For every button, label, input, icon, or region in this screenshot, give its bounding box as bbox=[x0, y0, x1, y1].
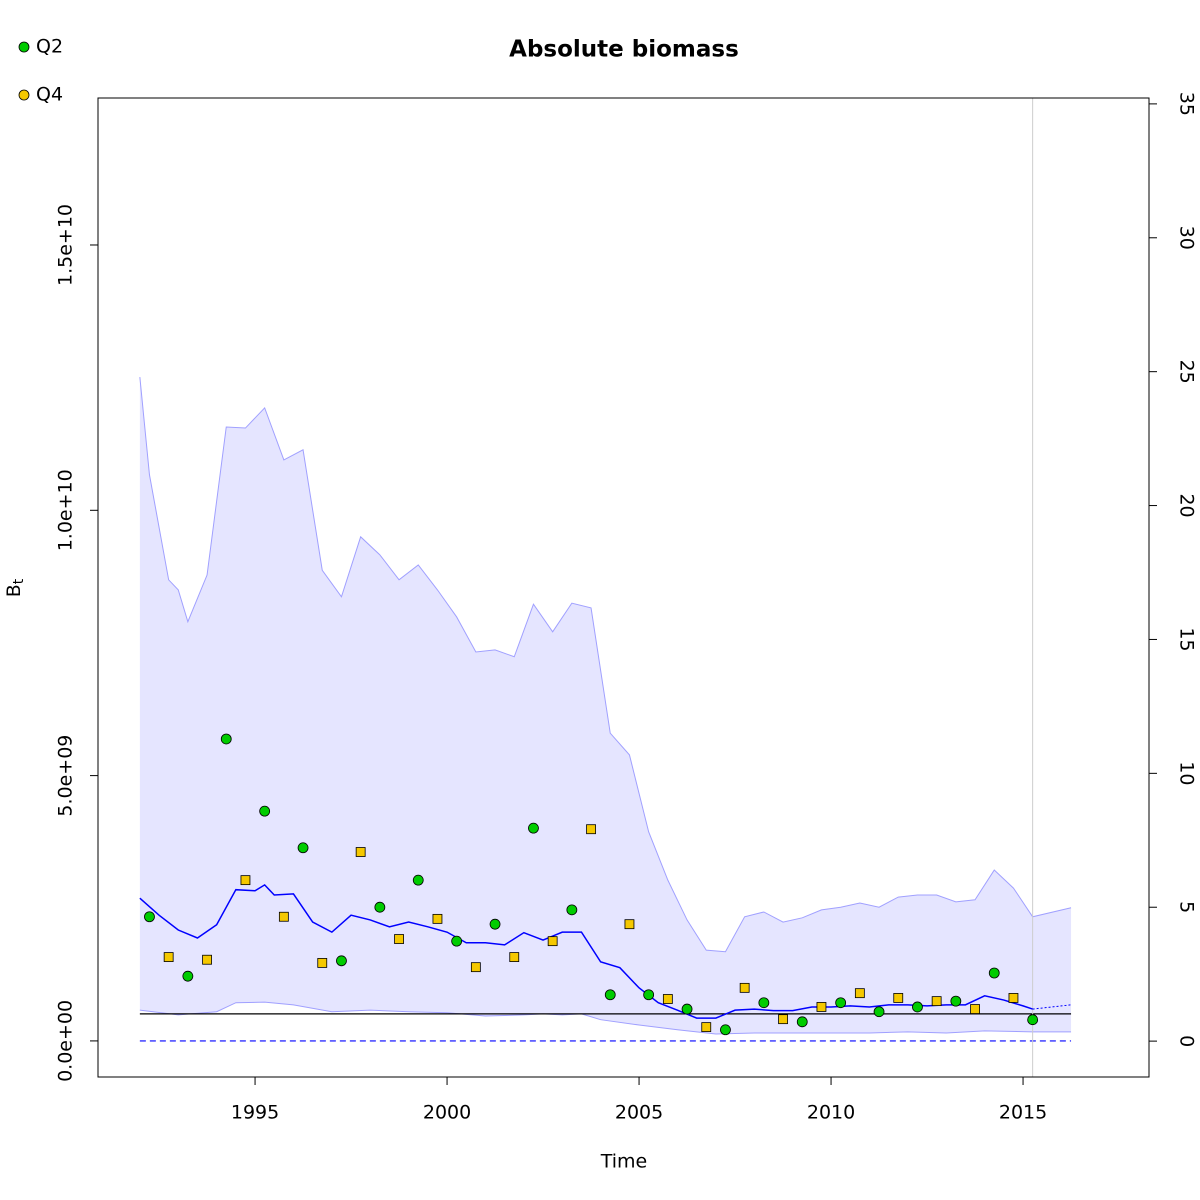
data-point bbox=[1027, 1014, 1039, 1026]
data-point bbox=[758, 997, 770, 1009]
y2-tick-label: 25 bbox=[1176, 360, 1198, 384]
ci-band bbox=[139, 377, 1072, 1035]
x-tick-label: 2015 bbox=[999, 1102, 1047, 1124]
data-point bbox=[509, 952, 520, 962]
data-point bbox=[604, 989, 616, 1001]
data-point bbox=[873, 1006, 885, 1018]
data-point bbox=[489, 918, 501, 930]
data-point bbox=[778, 1014, 788, 1025]
data-point bbox=[220, 733, 232, 745]
data-point bbox=[893, 993, 904, 1003]
data-point bbox=[586, 824, 596, 835]
data-point bbox=[912, 1001, 923, 1013]
data-point bbox=[259, 805, 271, 817]
data-point bbox=[624, 919, 635, 930]
y2-tick-label: 0 bbox=[1176, 1035, 1198, 1047]
y2-tick-label: 20 bbox=[1176, 493, 1198, 517]
data-point bbox=[931, 996, 942, 1007]
data-point bbox=[317, 958, 328, 968]
data-point bbox=[182, 970, 194, 982]
data-point bbox=[355, 847, 366, 857]
y2-tick-label: 35 bbox=[1176, 92, 1198, 116]
data-point bbox=[297, 842, 309, 854]
data-point bbox=[970, 1004, 980, 1014]
data-point bbox=[163, 952, 174, 962]
data-point bbox=[547, 936, 558, 947]
y-tick-label: 5.0e+09 bbox=[55, 735, 77, 817]
data-point bbox=[643, 989, 655, 1001]
estimate-line bbox=[139, 883, 1033, 1019]
data-point bbox=[412, 874, 424, 886]
data-point bbox=[432, 913, 443, 924]
data-point bbox=[278, 911, 289, 922]
data-point bbox=[988, 967, 1000, 979]
plot-frame bbox=[97, 97, 1150, 1078]
legend-label: Q2 bbox=[36, 36, 63, 58]
legend-label: Q4 bbox=[36, 84, 63, 106]
x-tick-label: 2010 bbox=[807, 1102, 855, 1124]
data-point bbox=[394, 934, 404, 944]
data-point bbox=[662, 994, 673, 1004]
data-point bbox=[739, 982, 750, 993]
data-point bbox=[374, 901, 386, 913]
y2-tick-label: 15 bbox=[1176, 627, 1198, 651]
forecast-line bbox=[1032, 1004, 1072, 1010]
data-point bbox=[202, 954, 212, 965]
data-point bbox=[470, 962, 481, 973]
legend-marker bbox=[18, 41, 30, 53]
data-point bbox=[835, 997, 847, 1009]
y-label-main: B bbox=[3, 584, 25, 597]
data-point bbox=[1008, 993, 1019, 1003]
x-tick-label: 2000 bbox=[423, 1102, 471, 1124]
data-point bbox=[816, 1002, 827, 1012]
y2-tick-label: 5 bbox=[1176, 901, 1198, 913]
y2-tick-label: 10 bbox=[1176, 761, 1198, 785]
y2-tick-label: 30 bbox=[1176, 226, 1198, 250]
data-point bbox=[796, 1016, 808, 1028]
x-tick-label: 2005 bbox=[615, 1102, 663, 1124]
data-point bbox=[701, 1022, 712, 1033]
y-tick-label: 0.0e+00 bbox=[55, 1000, 77, 1082]
x-tick-label: 1995 bbox=[231, 1102, 279, 1124]
data-point bbox=[336, 955, 347, 967]
y-tick-label: 1.5e+10 bbox=[55, 204, 77, 286]
data-point bbox=[854, 988, 865, 999]
data-point bbox=[451, 935, 463, 947]
data-point bbox=[681, 1003, 693, 1015]
legend-marker bbox=[18, 89, 30, 101]
data-point bbox=[144, 911, 155, 923]
data-point bbox=[720, 1024, 731, 1036]
y-tick-label: 1.0e+10 bbox=[55, 469, 77, 551]
data-point bbox=[240, 875, 251, 886]
data-point bbox=[566, 904, 578, 916]
x-axis-label: Time bbox=[600, 1151, 648, 1173]
ci-upper bbox=[139, 377, 1072, 953]
y-label-sub: t bbox=[11, 578, 27, 584]
y-axis-label: Bt bbox=[3, 578, 28, 597]
chart-title: Absolute biomass bbox=[509, 37, 739, 63]
data-point bbox=[950, 995, 962, 1007]
data-point bbox=[528, 822, 539, 834]
